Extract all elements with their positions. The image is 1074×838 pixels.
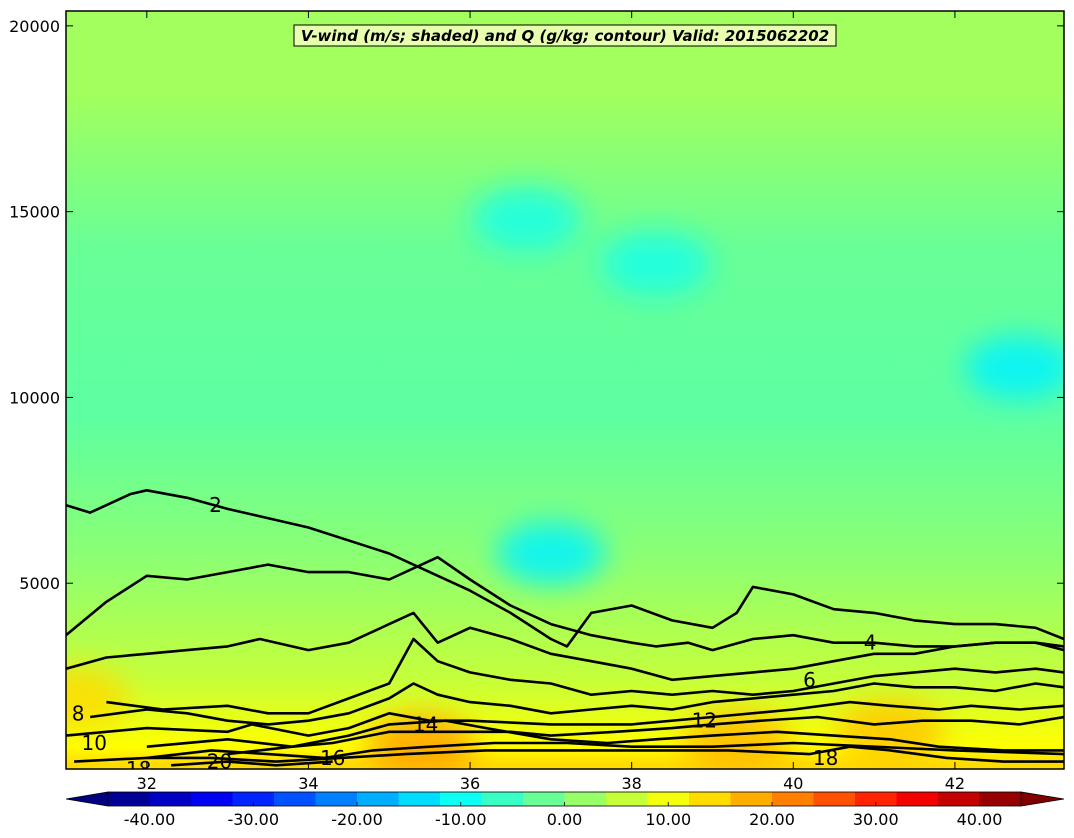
vwind-shading [66, 11, 1064, 769]
wind-anomaly [600, 231, 711, 296]
contour-label: 4 [864, 631, 877, 655]
contour-label: 20 [207, 750, 232, 774]
colorbar-block [149, 792, 192, 806]
colorbar-block [730, 792, 773, 806]
colorbar-block [896, 792, 939, 806]
x-tick-label: 32 [137, 774, 157, 793]
y-tick-label: 20000 [9, 17, 60, 36]
colorbar-block [979, 792, 1022, 806]
contour-label: 18 [813, 746, 838, 770]
contour-q-8 [90, 682, 1064, 726]
x-tick-label: 36 [460, 774, 480, 793]
colorbar-tick-label: -10.00 [435, 810, 487, 829]
colorbar-block [813, 792, 856, 806]
colorbar-tick-label: -30.00 [227, 810, 279, 829]
contour-label: 10 [82, 731, 107, 755]
colorbar-block [481, 792, 524, 806]
contour-labels: 2 4 6 8 10 12 14 16 18 18 20 [72, 493, 877, 781]
colorbar-block [357, 792, 399, 806]
contour-q-4 [66, 611, 1064, 682]
colorbar-block [523, 792, 565, 806]
x-tick-label: 42 [945, 774, 965, 793]
contour-label: 2 [209, 493, 222, 517]
colorbar-block [938, 792, 980, 806]
colorbar-block [191, 792, 233, 806]
wind-anomaly [471, 187, 582, 252]
title-background [293, 24, 837, 47]
colorbar-blocks [108, 792, 1022, 806]
chart-title: V-wind (m/s; shaded) and Q (g/kg; contou… [301, 27, 829, 45]
y-tick-label: 15000 [9, 203, 60, 222]
colorbar-block [606, 792, 648, 806]
contour-q-16 [146, 741, 1064, 760]
colorbar-block [108, 792, 150, 806]
contour-label: 12 [692, 709, 717, 733]
colorbar-ticks: -40.00 -30.00 -20.00 -10.00 0.00 10.00 20.00 30… [124, 802, 1003, 829]
contour-q-12 [146, 715, 1064, 748]
y-tick-label: 10000 [9, 388, 60, 407]
colorbar-tick-label: -20.00 [331, 810, 383, 829]
colorbar-tick-label: 40.00 [957, 810, 1003, 829]
colorbar-block [232, 792, 275, 806]
shading-field [66, 11, 1064, 769]
colorbar-tick-label: 30.00 [853, 810, 899, 829]
x-tick-label: 34 [298, 774, 318, 793]
contour-q-14 [227, 719, 1064, 756]
colorbar-min-extension [65, 791, 109, 807]
plot-frame [65, 10, 1065, 770]
x-axis: 32 34 36 38 40 42 [137, 11, 965, 793]
plot-area: 2 4 6 8 10 12 14 16 18 18 20 [66, 11, 1064, 781]
chart-title-box: V-wind (m/s; shaded) and Q (g/kg; contou… [293, 24, 837, 47]
contour-label: 16 [320, 746, 345, 770]
colorbar-block [772, 792, 814, 806]
colorbar-block [564, 792, 607, 806]
colorbar-block [647, 792, 690, 806]
colorbar-block [315, 792, 358, 806]
contour-label: 14 [413, 712, 438, 736]
colorbar-tick-label: -40.00 [124, 810, 176, 829]
contour-q-18 [74, 745, 1064, 763]
colorbar: -40.00 -30.00 -20.00 -10.00 0.00 10.00 20.00 30… [65, 791, 1065, 829]
contour-q-10 [66, 700, 1064, 737]
colorbar-block [855, 792, 897, 806]
x-tick-label: 38 [621, 774, 641, 793]
contour-label: 8 [72, 701, 85, 725]
contour-label: 18 [126, 757, 151, 781]
contour-q-20 [171, 760, 333, 767]
x-tick-label: 40 [783, 774, 803, 793]
vwind-features [66, 187, 1064, 769]
colorbar-block [689, 792, 731, 806]
contour-q-6 [106, 637, 1064, 715]
contour-q-3 [66, 555, 1064, 652]
contour-q-2 [66, 489, 1064, 648]
wind-anomaly [495, 521, 606, 586]
colorbar-block [398, 792, 441, 806]
contour-label: 6 [803, 668, 816, 692]
humidity-contours [66, 489, 1064, 767]
colorbar-tick-label: 0.00 [547, 810, 583, 829]
colorbar-tick-label: 20.00 [749, 810, 795, 829]
y-axis: 5000 10000 15000 20000 [9, 17, 1064, 593]
wind-anomaly [964, 335, 1064, 400]
y-tick-label: 5000 [19, 574, 60, 593]
colorbar-tick-label: 10.00 [645, 810, 691, 829]
colorbar-block [274, 792, 316, 806]
colorbar-block [440, 792, 482, 806]
colorbar-max-extension [1020, 791, 1065, 807]
